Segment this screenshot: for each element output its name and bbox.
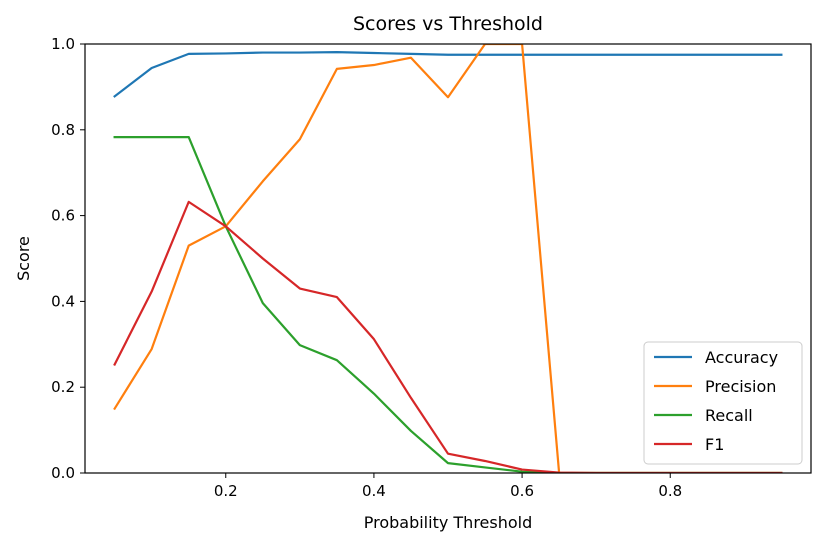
y-tick-label: 0.4	[51, 292, 75, 310]
legend-label-accuracy: Accuracy	[705, 348, 778, 367]
y-tick-label: 1.0	[51, 35, 75, 53]
y-axis-title: Score	[14, 236, 33, 281]
y-tick-label: 0.2	[51, 378, 75, 396]
legend-label-f1: F1	[705, 435, 724, 454]
x-axis-title: Probability Threshold	[364, 513, 533, 532]
x-tick-label: 0.8	[658, 482, 682, 500]
series-line-accuracy	[113, 51, 783, 98]
x-axis-ticks: 0.2 0.4 0.6 0.8	[214, 473, 682, 500]
x-tick-label: 0.6	[510, 482, 534, 500]
x-tick-label: 0.2	[214, 482, 238, 500]
y-tick-label: 0.0	[51, 464, 75, 482]
series-line-f1	[113, 200, 783, 473]
y-tick-label: 0.6	[51, 207, 75, 225]
y-tick-label: 0.8	[51, 121, 75, 139]
legend-label-recall: Recall	[705, 406, 753, 425]
series-layer	[113, 44, 783, 473]
legend-label-precision: Precision	[705, 377, 776, 396]
legend-box	[643, 341, 803, 465]
y-axis-ticks: 0.0 0.2 0.4 0.6 0.8 1.0	[51, 35, 85, 482]
plot-frame	[84, 43, 812, 474]
chart-title: Scores vs Threshold	[353, 13, 543, 35]
x-tick-label: 0.4	[362, 482, 386, 500]
legend: Accuracy Precision Recall F1	[643, 341, 803, 465]
